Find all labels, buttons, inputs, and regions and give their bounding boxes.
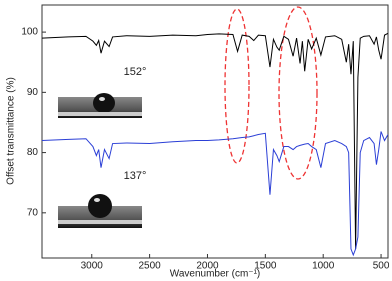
inset-photo [58, 93, 142, 118]
x-tick-label: 500 [373, 261, 390, 272]
x-tick-label: 2000 [196, 261, 219, 272]
spectrum-line [42, 131, 388, 257]
inset-photo [58, 194, 142, 228]
spectrum-line [42, 32, 388, 249]
plot-frame [41, 4, 389, 259]
x-tick-label: 2500 [138, 261, 161, 272]
y-tick-label: 100 [21, 27, 38, 38]
y-axis-label: Offset transmittance (%) [6, 77, 17, 185]
contact-angle-label: 152° [124, 66, 147, 78]
y-tick-label: 70 [27, 207, 39, 218]
highlight-ellipse [278, 6, 318, 180]
contact-angle-label: 137° [124, 170, 147, 182]
x-tick-label: 1000 [312, 261, 335, 272]
x-tick-label: 1500 [254, 261, 277, 272]
x-axis-label: Wavenumber (cm⁻¹) [170, 269, 260, 280]
x-tick-label: 3000 [81, 261, 104, 272]
y-tick-label: 80 [27, 147, 39, 158]
highlight-ellipse [224, 8, 250, 164]
plot-area [42, 32, 388, 257]
y-tick-label: 90 [27, 87, 39, 98]
